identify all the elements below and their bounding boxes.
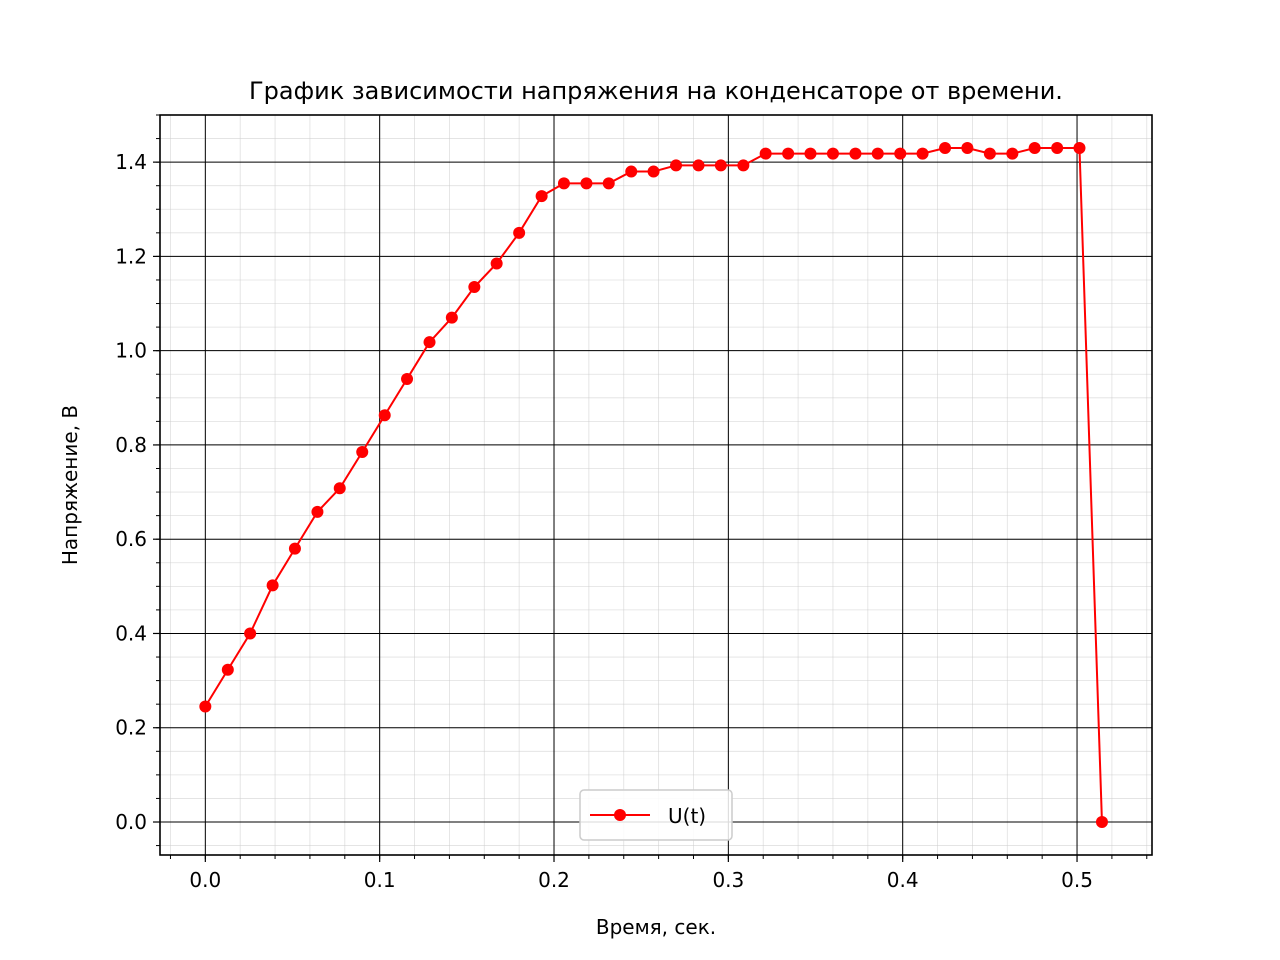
tick-labels: 0.0 0.1 0.2 0.3 0.4 0.5 0.0 0.2 0.4 0.6 0.8 1.0 1.2 1…: [115, 150, 1093, 892]
y-tick-label: 1.4: [115, 150, 147, 174]
legend-marker: [614, 809, 626, 821]
data-point: [1028, 141, 1041, 154]
data-point: [557, 177, 570, 190]
y-tick-label: 0.2: [115, 716, 147, 740]
data-point: [602, 177, 615, 190]
data-point: [1073, 141, 1086, 154]
y-tick-label: 0.4: [115, 621, 147, 645]
data-point: [221, 663, 234, 676]
data-point: [199, 700, 212, 713]
chart-title: График зависимости напряжения на конденс…: [249, 77, 1063, 105]
data-point: [535, 190, 548, 203]
x-tick-label: 0.2: [538, 868, 570, 892]
data-point: [423, 336, 436, 349]
x-tick-label: 0.0: [189, 868, 221, 892]
data-point: [737, 159, 750, 172]
data-point: [759, 147, 772, 160]
data-point: [445, 311, 458, 324]
major-grid: [160, 115, 1152, 855]
data-point: [401, 372, 414, 385]
data-point: [580, 177, 593, 190]
plot-frame: [159, 114, 1153, 856]
series-layer: [199, 141, 1108, 829]
y-tick-label: 0.6: [115, 527, 147, 551]
data-point: [625, 165, 638, 178]
y-tick-label: 0.8: [115, 433, 147, 457]
data-point: [894, 147, 907, 160]
data-point: [647, 165, 660, 178]
data-point: [1006, 147, 1019, 160]
data-point: [378, 409, 391, 422]
legend-box: [579, 789, 733, 841]
x-tick-label: 0.3: [712, 868, 744, 892]
y-tick-label: 0.0: [115, 810, 147, 834]
data-point: [849, 147, 862, 160]
data-point: [244, 627, 257, 640]
data-point: [961, 141, 974, 154]
x-tick-label: 0.5: [1061, 868, 1093, 892]
data-point: [311, 505, 324, 518]
data-point: [356, 446, 369, 459]
data-point: [333, 482, 346, 495]
data-point: [983, 147, 996, 160]
data-point: [692, 159, 705, 172]
data-point: [939, 141, 952, 154]
data-point: [288, 542, 301, 555]
y-tick-label: 1.0: [115, 339, 147, 363]
data-point: [804, 147, 817, 160]
data-point: [670, 159, 683, 172]
data-point: [782, 147, 795, 160]
y-tick-label: 1.2: [115, 244, 147, 268]
data-point: [916, 147, 929, 160]
data-point: [871, 147, 884, 160]
data-point: [468, 281, 481, 294]
x-tick-label: 0.4: [887, 868, 919, 892]
x-tick-label: 0.1: [364, 868, 396, 892]
legend: U(t): [579, 789, 733, 841]
ticks: [153, 114, 1148, 862]
data-point: [826, 147, 839, 160]
legend-label: U(t): [668, 804, 706, 828]
data-point: [1051, 141, 1064, 154]
data-point: [1095, 816, 1108, 829]
data-point: [266, 579, 279, 592]
data-point: [714, 159, 727, 172]
data-point: [490, 257, 503, 270]
y-axis-label: Напряжение, В: [58, 405, 82, 565]
data-point: [513, 226, 526, 239]
x-axis-label: Время, сек.: [596, 915, 716, 939]
